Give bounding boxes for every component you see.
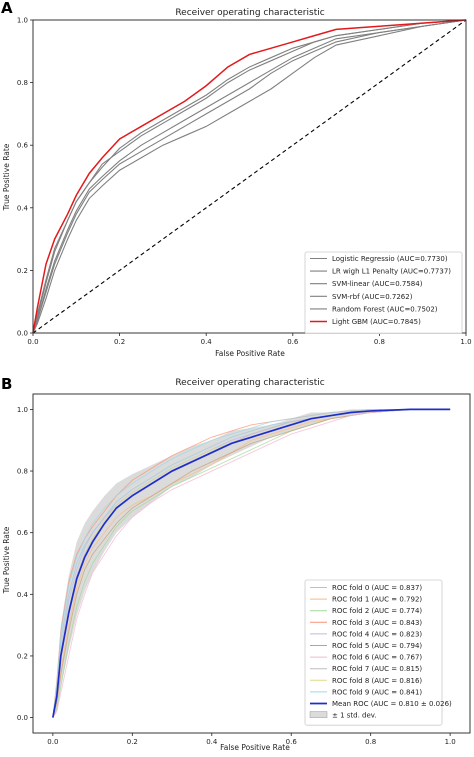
panel-a-legend-label-5: Light GBM (AUC=0.7845) [332, 318, 421, 326]
panel-b-y-tick-label: 0.8 [17, 468, 28, 476]
panel-b-y-tick-label: 0.6 [17, 529, 29, 537]
panel-b-legend-label-2: ROC fold 2 (AUC = 0.774) [332, 607, 422, 615]
panel-b-mean-roc-line [52, 408, 451, 718]
panel-a-legend-label-4: Random Forest (AUC=0.7502) [332, 305, 438, 313]
panel-a-legend-label-1: LR wigh L1 Penalty (AUC=0.7737) [332, 268, 451, 276]
panel-b-legend-label-11: ± 1 std. dev. [332, 712, 377, 720]
panel-a-series-line-2 [32, 19, 467, 334]
panel-b-y-tick-label: 0.4 [17, 591, 29, 599]
panel-b-fold-line-5 [52, 408, 451, 718]
panel-b-x-axis-label: False Positive Rate [220, 743, 290, 752]
panel-b-legend-label-4: ROC fold 4 (AUC = 0.823) [332, 630, 422, 638]
panel-b-x-tick-label: 0.4 [206, 738, 218, 746]
panel-a-series-line-3 [32, 19, 467, 334]
panel-a-chance-line [32, 19, 467, 334]
panel-b-y-tick-label: 0.0 [17, 714, 28, 722]
panel-b: B Receiver operating characteristic 0.0 0… [1, 375, 471, 752]
panel-b-legend-label-1: ROC fold 1 (AUC = 0.792) [332, 596, 422, 604]
panel-b-legend: ROC fold 0 (AUC = 0.837) ROC fold 1 (AUC … [304, 579, 452, 726]
panel-a-legend-label-0: Logistic Regressio (AUC=0.7730) [332, 255, 448, 263]
panel-a-plot-area: 0.0 0.2 0.4 0.6 0.8 1.0 0.0 0.2 0.4 0.6 0.8 1.0 [17, 17, 472, 347]
panel-a-y-tick-label: 0.0 [17, 330, 28, 338]
panel-b-plot-area: 0.0 0.2 0.4 0.6 0.8 1.0 0.0 0.2 0.4 0.6 0.8 1.0 [17, 393, 471, 746]
panel-b-legend-box [304, 579, 443, 726]
panel-a-series-line-1 [32, 19, 467, 334]
panel-b-y-tick-label: 1.0 [17, 406, 28, 414]
panel-b-fold-line-9 [52, 408, 451, 718]
panel-b-legend-label-7: ROC fold 7 (AUC = 0.815) [332, 665, 422, 673]
panel-a-y-tick-label: 1.0 [17, 17, 28, 25]
panel-b-legend-label-9: ROC fold 9 (AUC = 0.841) [332, 688, 422, 696]
panel-a-y-tick-label: 0.4 [17, 204, 29, 212]
panel-b-y-axis-label: True Positive Rate [2, 526, 11, 594]
panel-b-x-tick-label: 1.0 [445, 738, 456, 746]
panel-b-legend-label-8: ROC fold 8 (AUC = 0.816) [332, 677, 422, 685]
panel-a-series-line-4 [32, 19, 467, 334]
panel-a: A Receiver operating characteristic 0.0 0… [1, 0, 472, 358]
panel-b-legend-swatch-11 [309, 711, 328, 718]
panel-a-x-tick-label: 0.2 [114, 338, 125, 346]
panel-b-legend-label-5: ROC fold 5 (AUC = 0.794) [332, 642, 422, 650]
panel-b-x-tick-label: 0.2 [127, 738, 138, 746]
panel-a-y-tick-label: 0.2 [17, 267, 28, 275]
panel-b-legend-label-0: ROC fold 0 (AUC = 0.837) [332, 584, 422, 592]
panel-a-x-tick-label: 0.0 [27, 338, 38, 346]
panel-a-y-axis-label: True Positive Rate [2, 143, 11, 211]
panel-a-legend: Logistic Regressio (AUC=0.7730) LR wigh L… [304, 251, 463, 334]
panel-b-x-tick-label: 0.8 [365, 738, 376, 746]
panel-b-letter: B [1, 375, 12, 393]
panel-a-x-tick-label: 0.4 [201, 338, 213, 346]
panel-b-y-tick-label: 0.2 [17, 652, 28, 660]
panel-a-x-tick-label: 1.0 [460, 338, 471, 346]
panel-b-legend-label-3: ROC fold 3 (AUC = 0.843) [332, 619, 422, 627]
panel-b-fold-line-6 [52, 408, 451, 718]
panel-a-legend-label-3: SVM-rbf (AUC=0.7262) [332, 293, 413, 301]
panel-a-title: Receiver operating characteristic [175, 8, 324, 18]
panel-a-series-line-5 [32, 19, 467, 334]
panel-a-letter: A [1, 0, 13, 17]
panel-b-x-tick-label: 0.0 [47, 738, 58, 746]
panel-b-legend-label-10: Mean ROC (AUC = 0.810 ± 0.026) [332, 700, 452, 708]
panel-a-x-tick-label: 0.8 [374, 338, 385, 346]
panel-b-x-tick-label: 0.6 [286, 738, 298, 746]
panel-b-std-band [52, 409, 451, 718]
panel-a-x-axis-label: False Positive Rate [215, 349, 285, 358]
panel-a-axes-frame [32, 19, 467, 334]
panel-b-title: Receiver operating characteristic [175, 378, 324, 388]
panel-a-y-tick-label: 0.8 [17, 79, 28, 87]
panel-a-legend-box [304, 251, 463, 334]
panel-b-legend-label-6: ROC fold 6 (AUC = 0.767) [332, 654, 422, 662]
panel-a-legend-label-2: SVM-linear (AUC=0.7584) [332, 280, 423, 288]
panel-b-axes-frame [32, 393, 471, 734]
panel-a-x-tick-label: 0.6 [287, 338, 299, 346]
panel-a-y-tick-label: 0.6 [17, 142, 29, 150]
